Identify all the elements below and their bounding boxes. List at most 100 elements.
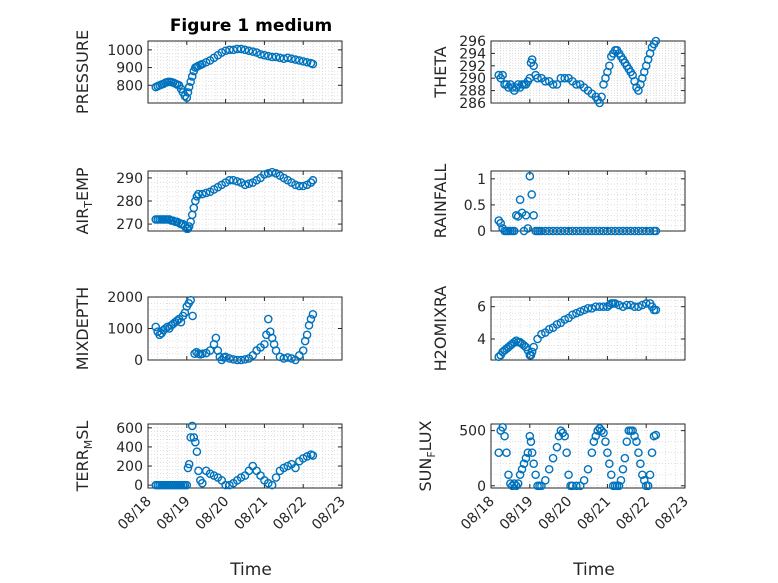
data-point (526, 437, 536, 446)
data-point (651, 430, 661, 440)
data-point (651, 305, 661, 315)
data-point (527, 55, 537, 64)
data-point (606, 470, 616, 480)
data-point (605, 300, 614, 310)
data-point (562, 448, 571, 457)
data-point (639, 475, 649, 485)
data-point (184, 459, 194, 469)
y-tick-label: 296 (459, 34, 486, 50)
axes-h2omixra: 4 6 H2OMIXRA (431, 286, 686, 372)
y-axis-label-main: AIR (73, 208, 92, 235)
y-tick-label: 6 (477, 300, 486, 316)
axes-rainfall: 0 0.5 1 RAINFALL (431, 164, 686, 240)
y-tick-label: 0 (134, 478, 143, 494)
data-point (187, 421, 197, 431)
data-point (548, 453, 558, 463)
data-point (560, 431, 570, 441)
y-axis-label-main: H2OMIXRA (431, 286, 450, 372)
data-point (552, 80, 562, 89)
data-point (232, 177, 242, 186)
data-point (256, 49, 265, 59)
y-axis-label-tail: SL (73, 421, 92, 440)
data-point (500, 431, 509, 441)
data-point (260, 170, 269, 179)
y-axis-label-subscript: F (425, 451, 438, 457)
data-point (229, 175, 238, 185)
data-point (291, 180, 300, 190)
y-axis-label: AIRTEMP (73, 167, 95, 234)
data-point (183, 88, 193, 97)
data-point (302, 57, 312, 67)
y-axis-label-main: THETA (431, 46, 450, 98)
data-point (192, 447, 202, 457)
data-point (189, 433, 199, 442)
data-point (531, 470, 540, 480)
data-point (498, 70, 507, 80)
data-point (298, 57, 308, 66)
data-point (182, 93, 192, 102)
data-point (298, 181, 308, 191)
data-point (240, 45, 250, 55)
data-point (618, 302, 628, 311)
data-point (515, 470, 525, 480)
y-axis-label-main: TERR (73, 449, 92, 492)
data-point (575, 307, 585, 316)
data-point (523, 448, 533, 457)
axes-air_temp: 270 280 290 AIRTEMP (73, 167, 343, 235)
axes-box (490, 296, 686, 361)
data-point (291, 55, 300, 64)
y-tick-label: 800 (116, 78, 143, 94)
axes-box (147, 40, 343, 104)
data-point (225, 175, 234, 185)
y-axis-label: MIXDEPTH (73, 287, 92, 370)
data-point (308, 175, 318, 185)
data-point (308, 310, 318, 319)
data-point (295, 56, 304, 65)
y-tick-label: 500 (459, 424, 486, 440)
data-point (560, 315, 570, 324)
data-point (151, 322, 161, 332)
data-point (620, 453, 630, 463)
data-point (221, 480, 230, 490)
y-tick-label: 1000 (107, 43, 143, 59)
data-point (605, 459, 614, 469)
data-point (186, 295, 195, 305)
data-point (211, 333, 221, 343)
data-point (260, 339, 269, 349)
data-point (527, 448, 537, 457)
data-point (240, 355, 250, 364)
data-point (544, 464, 554, 474)
data-point (591, 431, 601, 441)
data-point (560, 73, 570, 83)
data-point (575, 481, 585, 491)
data-point (236, 44, 246, 54)
y-tick-label: 400 (116, 440, 143, 456)
data-point (527, 190, 537, 199)
data-point (295, 181, 304, 191)
data-point (529, 342, 538, 352)
data-point (504, 470, 513, 480)
data-point (496, 218, 506, 228)
data-point (601, 437, 610, 446)
data-point (525, 431, 535, 441)
data-point (651, 36, 661, 46)
data-point (502, 448, 511, 457)
data-point (556, 426, 566, 435)
data-point (183, 463, 193, 473)
data-point (636, 459, 645, 469)
y-axis-label-main: PRESSURE (73, 30, 92, 114)
data-point (552, 320, 562, 329)
data-point (597, 426, 606, 435)
y-axis-label-subscript: T (82, 201, 95, 209)
y-tick-label: 286 (459, 96, 486, 112)
data-point (513, 479, 523, 488)
data-point (509, 479, 519, 488)
data-point (529, 61, 538, 71)
axes-box (490, 40, 686, 104)
data-point (188, 311, 197, 321)
data-point (191, 196, 200, 206)
y-tick-label: 900 (116, 61, 143, 77)
